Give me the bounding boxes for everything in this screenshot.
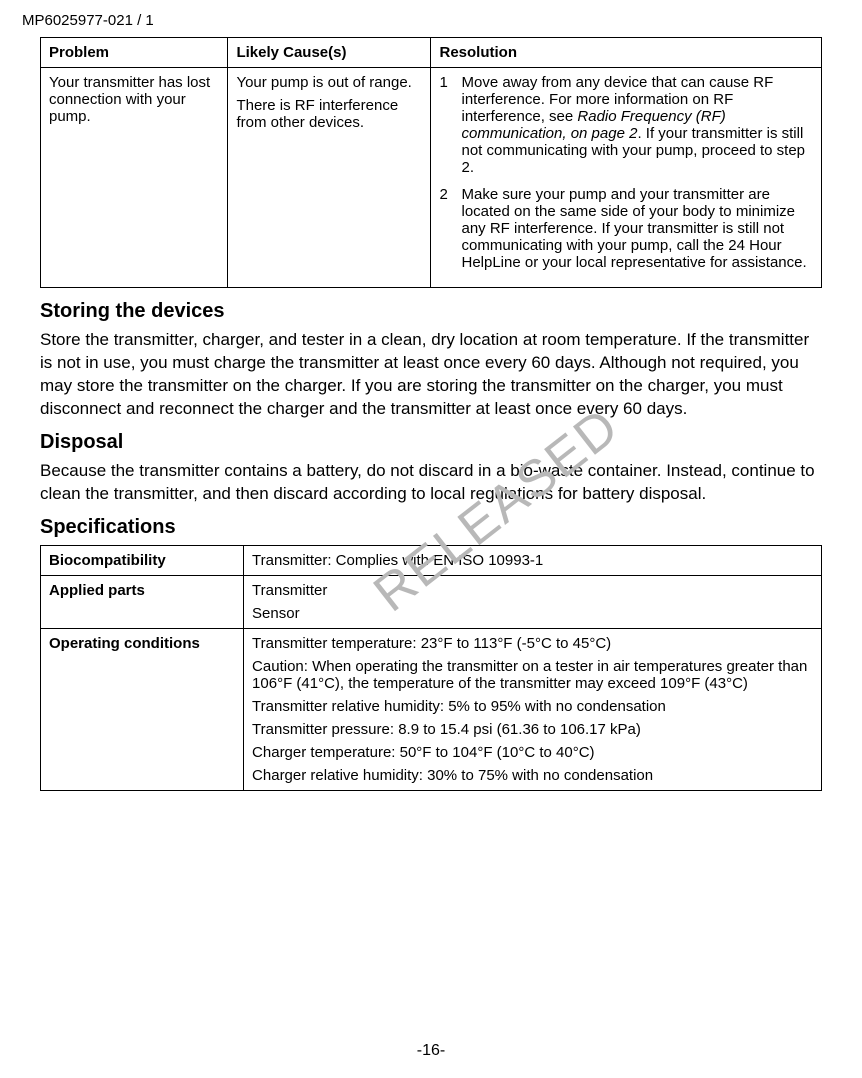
spec-value: Transmitter Sensor <box>244 575 822 628</box>
header-resolution: Resolution <box>431 38 822 68</box>
troubleshoot-table: Problem Likely Cause(s) Resolution Your … <box>40 37 822 288</box>
problem-cell: Your transmitter has lost connection wit… <box>41 68 228 288</box>
document-id: MP6025977-021 / 1 <box>22 12 840 29</box>
specifications-heading: Specifications <box>40 516 822 539</box>
specifications-table: Biocompatibility Transmitter: Complies w… <box>40 545 822 791</box>
resolution-number: 2 <box>439 186 461 271</box>
table-row: Your transmitter has lost connection wit… <box>41 68 822 288</box>
cause-text-1: Your pump is out of range. <box>236 74 422 91</box>
storing-heading: Storing the devices <box>40 300 822 323</box>
spec-label: Operating conditions <box>41 628 244 790</box>
table-row: Applied parts Transmitter Sensor <box>41 575 822 628</box>
resolution-item-2: 2 Make sure your pump and your transmitt… <box>439 186 813 271</box>
resolution-item-1: 1 Move away from any device that can cau… <box>439 74 813 176</box>
header-problem: Problem <box>41 38 228 68</box>
resolution-number: 1 <box>439 74 461 176</box>
cause-cell: Your pump is out of range. There is RF i… <box>228 68 431 288</box>
storing-body: Store the transmitter, charger, and test… <box>40 329 822 421</box>
disposal-heading: Disposal <box>40 431 822 454</box>
resolution-cell: 1 Move away from any device that can cau… <box>431 68 822 288</box>
resolution-text: Make sure your pump and your transmitter… <box>461 186 813 271</box>
cause-text-2: There is RF interference from other devi… <box>236 97 422 131</box>
spec-value: Transmitter temperature: 23°F to 113°F (… <box>244 628 822 790</box>
resolution-text: Move away from any device that can cause… <box>461 74 813 176</box>
table-row: Operating conditions Transmitter tempera… <box>41 628 822 790</box>
spec-value: Transmitter: Complies with EN ISO 10993-… <box>244 545 822 575</box>
spec-label: Biocompatibility <box>41 545 244 575</box>
disposal-body: Because the transmitter contains a batte… <box>40 460 822 506</box>
header-cause: Likely Cause(s) <box>228 38 431 68</box>
table-row: Biocompatibility Transmitter: Complies w… <box>41 545 822 575</box>
page-number: -16- <box>0 1042 862 1060</box>
table-header-row: Problem Likely Cause(s) Resolution <box>41 38 822 68</box>
spec-label: Applied parts <box>41 575 244 628</box>
